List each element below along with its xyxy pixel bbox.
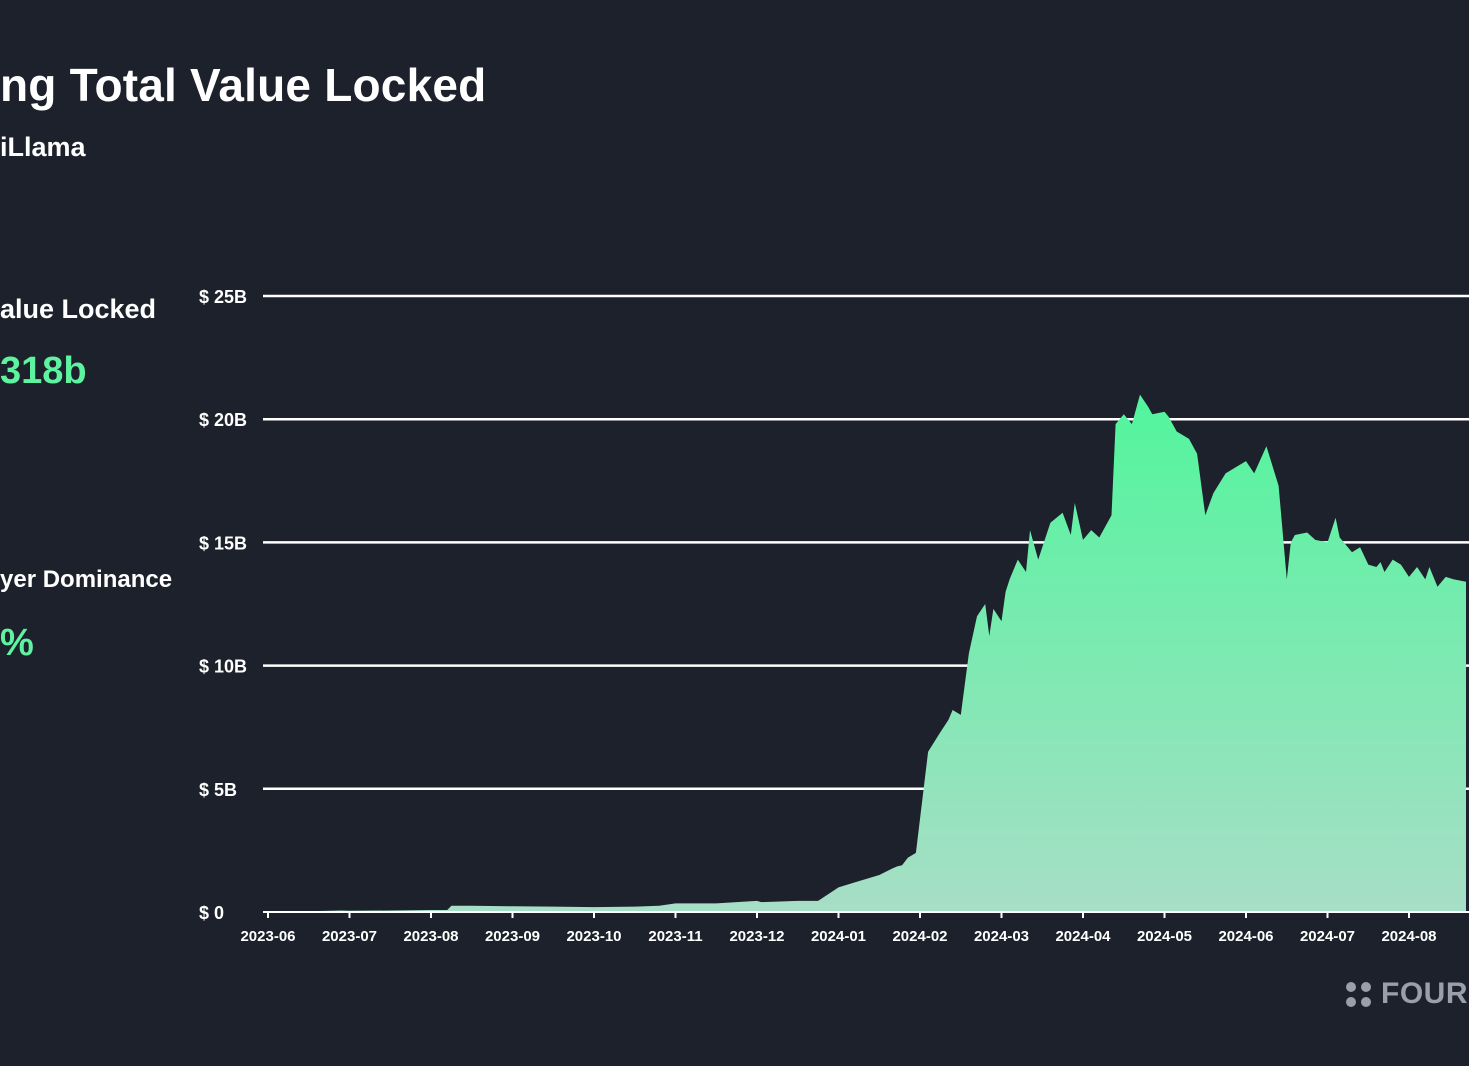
x-tick-label: 2023-11 <box>648 928 702 945</box>
y-tick-label: $ 25B <box>199 287 247 307</box>
dominance-label: yer Dominance <box>0 566 173 593</box>
x-tick-label: 2024-03 <box>974 928 1029 945</box>
y-tick-label: $ 0 <box>199 903 224 923</box>
x-tick-label: 2023-07 <box>322 928 377 945</box>
x-tick-label: 2024-04 <box>1055 928 1111 945</box>
chart-source: iLlama <box>0 132 86 162</box>
dots-logo-icon <box>1346 981 1371 1007</box>
y-tick-label: $ 20B <box>199 410 247 430</box>
dominance-value: % <box>0 622 34 664</box>
x-tick-label: 2024-08 <box>1381 928 1436 945</box>
x-tick-label: 2024-06 <box>1218 928 1273 945</box>
chart-title: ng Total Value Locked <box>0 59 487 111</box>
x-tick-label: 2024-02 <box>892 928 947 945</box>
x-tick-label: 2024-01 <box>811 928 866 945</box>
x-tick-label: 2023-09 <box>485 928 540 945</box>
x-tick-label: 2023-06 <box>240 928 295 945</box>
x-tick-label: 2023-12 <box>729 928 784 945</box>
x-tick-label: 2024-07 <box>1300 928 1355 945</box>
tvl-area-series <box>268 394 1466 913</box>
brand-name: FOUR <box>1381 977 1468 1010</box>
y-tick-label: $ 5B <box>199 780 237 800</box>
x-tick-label: 2023-10 <box>566 928 621 945</box>
y-tick-label: $ 10B <box>199 657 247 677</box>
tvl-label: alue Locked <box>0 294 157 324</box>
x-tick-label: 2023-08 <box>403 928 458 945</box>
x-tick-label: 2024-05 <box>1137 928 1192 945</box>
y-tick-label: $ 15B <box>199 533 247 553</box>
brand-logo: FOUR <box>1346 974 1468 1014</box>
tvl-value: 318b <box>0 350 87 392</box>
